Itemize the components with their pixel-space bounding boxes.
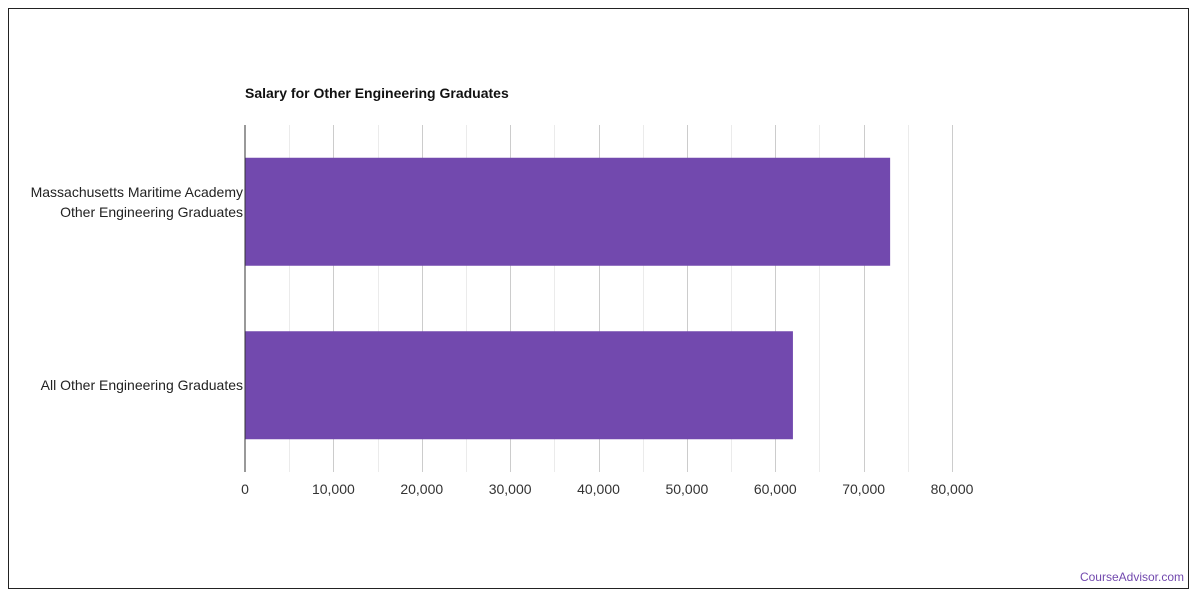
x-tick-label: 20,000 [400, 481, 444, 497]
x-tick-label: 10,000 [311, 481, 355, 497]
x-tick-label: 50,000 [665, 481, 709, 497]
category-label: Massachusetts Maritime Academy Other Eng… [30, 184, 243, 220]
chart-title: Salary for Other Engineering Graduates [245, 85, 509, 101]
x-tick-label: 0 [241, 481, 249, 497]
x-tick-label: 30,000 [488, 481, 532, 497]
x-tick-label: 70,000 [842, 481, 886, 497]
x-tick-label: 60,000 [753, 481, 797, 497]
x-tick-label: 40,000 [577, 481, 620, 497]
bar-1[interactable] [245, 331, 793, 440]
chart-frame [8, 8, 1189, 589]
bars [245, 157, 891, 440]
category-label: All Other Engineering Graduates [40, 377, 243, 393]
x-tick-label: 80,000 [930, 481, 974, 497]
bar-0[interactable] [245, 157, 891, 266]
courseadvisor-watermark-link[interactable]: CourseAdvisor.com [1079, 570, 1184, 584]
